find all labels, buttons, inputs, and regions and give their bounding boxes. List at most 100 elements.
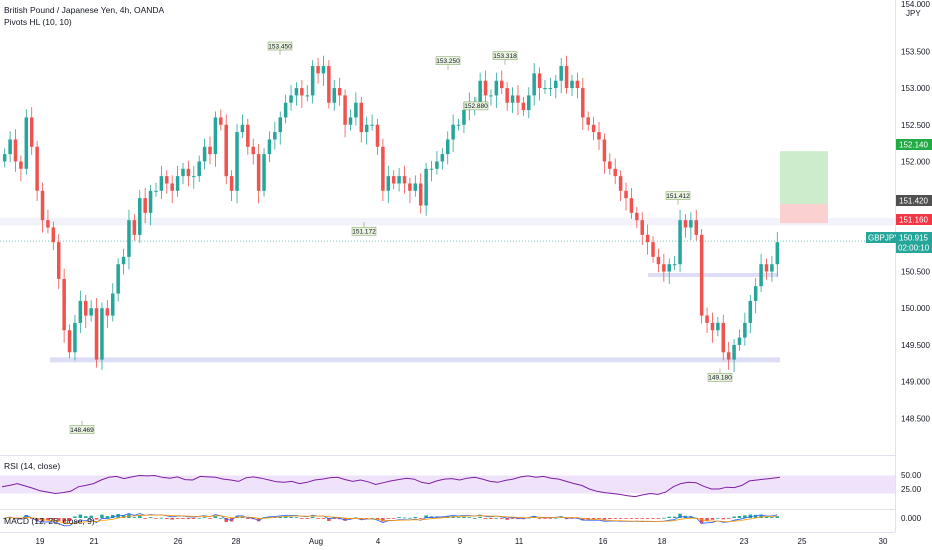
macd-hist-bar — [753, 514, 758, 518]
stop-price-tag: 151.160 — [896, 214, 932, 225]
candle — [143, 187, 147, 224]
macd-hist-bar — [548, 518, 553, 519]
time-axis-tick: 4 — [376, 537, 381, 546]
macd-hist-bar — [83, 516, 88, 518]
candle-body — [629, 198, 634, 213]
candle — [229, 170, 234, 202]
candle — [56, 234, 61, 290]
candle-body — [483, 80, 488, 96]
macd-hist-bar — [370, 517, 374, 519]
macd-hist-bar — [656, 518, 661, 519]
target-tag-bg — [896, 139, 932, 150]
candle-body — [251, 146, 255, 155]
candle-body — [235, 132, 239, 191]
candle-body — [770, 264, 774, 272]
candle — [500, 70, 504, 94]
candle — [732, 339, 736, 373]
macd-hist-bar — [89, 515, 93, 518]
candle — [13, 129, 18, 172]
candle-body — [354, 102, 358, 118]
pivot-label: 151.412 — [666, 193, 690, 200]
macd-hist-bar — [726, 518, 731, 519]
candle — [689, 212, 693, 240]
currency-label: JPY — [906, 9, 921, 18]
candle-body — [154, 190, 158, 192]
candle-body — [581, 88, 585, 118]
candle — [548, 77, 553, 97]
candle — [386, 165, 391, 204]
macd-hist-bar — [246, 518, 250, 519]
candle-body — [429, 168, 434, 170]
candle — [521, 96, 526, 116]
time-axis-tick: 28 — [232, 537, 241, 546]
candle — [451, 114, 455, 152]
macd-hist-bar — [413, 516, 418, 518]
position-target-area[interactable] — [780, 151, 828, 205]
indicator-legend-pivots[interactable]: Pivots HL (10, 10) — [4, 17, 72, 27]
candle — [273, 121, 277, 150]
candle — [321, 55, 326, 86]
macd-hist-bar — [148, 517, 153, 518]
candle — [154, 182, 158, 197]
macd-hist-bar — [662, 517, 666, 519]
candle-body — [537, 73, 542, 89]
candle — [753, 278, 758, 314]
candle-body — [521, 102, 526, 111]
candle — [510, 87, 515, 114]
candle — [710, 312, 715, 343]
position-stop-area[interactable] — [780, 204, 828, 224]
candle — [181, 162, 185, 185]
macd-hist-bar — [672, 516, 677, 518]
candle — [667, 258, 671, 285]
candle-body — [672, 264, 677, 266]
candle — [327, 60, 331, 109]
candle-body — [159, 176, 164, 191]
time-axis[interactable]: 19 21 26 28 Aug 4 9 11 16 18 23 25 30 — [36, 537, 888, 546]
last-price-label: 150.915 — [899, 234, 928, 243]
macd-hist-bar — [597, 518, 601, 519]
candle — [175, 165, 180, 197]
candle — [645, 224, 650, 255]
target-price-label: 152.140 — [899, 141, 928, 150]
candle — [78, 290, 83, 334]
candle — [235, 124, 239, 204]
candle — [570, 74, 574, 97]
candle — [159, 165, 164, 199]
candle — [602, 133, 607, 174]
candle-body — [548, 88, 553, 90]
candle-body — [138, 198, 142, 235]
candle — [310, 60, 315, 104]
candle-body — [570, 80, 574, 89]
candle — [202, 138, 207, 170]
macd-hist-bar — [705, 518, 709, 522]
candle-body — [402, 176, 407, 184]
macd-hist-bar — [192, 518, 196, 519]
candle-body — [100, 308, 104, 360]
candle-body — [424, 168, 428, 206]
macd-hist-bar — [283, 516, 288, 518]
candle-body — [759, 264, 763, 287]
macd-hist-bar — [208, 518, 212, 519]
rsi-axis-tick: 25.00 — [901, 485, 922, 494]
macd-hist-bar — [24, 515, 29, 518]
symbol-title[interactable]: British Pound / Japanese Yen, 4h, OANDA — [4, 5, 165, 15]
candle-body — [310, 66, 315, 96]
candle-body — [667, 264, 671, 272]
candle-body — [456, 124, 461, 126]
time-axis-tick: 9 — [458, 537, 463, 546]
rsi-legend[interactable]: RSI (14, close) — [4, 461, 61, 471]
candle — [743, 312, 747, 346]
candle — [251, 138, 255, 165]
candle-body — [510, 95, 515, 103]
macd-hist-bar — [111, 514, 115, 518]
candle — [100, 302, 104, 370]
macd-hist-bar — [483, 518, 488, 519]
macd-hist-bar — [256, 518, 261, 522]
candle — [29, 107, 34, 155]
macd-hist-bar — [608, 518, 612, 520]
candle — [662, 253, 666, 282]
candle-body — [262, 154, 266, 191]
macd-legend[interactable]: MACD (12, 26, close, 9) — [4, 516, 95, 526]
candle-body — [105, 308, 110, 316]
